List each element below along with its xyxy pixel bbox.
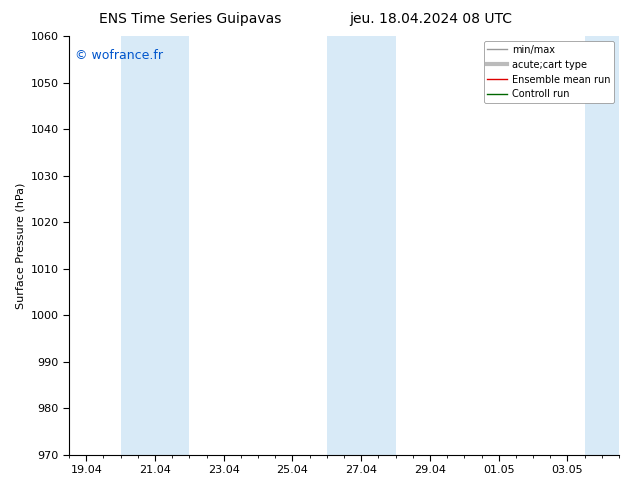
Bar: [327, 36, 396, 455]
Bar: [585, 36, 619, 455]
Legend: min/max, acute;cart type, Ensemble mean run, Controll run: min/max, acute;cart type, Ensemble mean …: [484, 41, 614, 103]
Bar: [120, 36, 190, 455]
Text: © wofrance.fr: © wofrance.fr: [75, 49, 162, 62]
Y-axis label: Surface Pressure (hPa): Surface Pressure (hPa): [15, 182, 25, 309]
Text: jeu. 18.04.2024 08 UTC: jeu. 18.04.2024 08 UTC: [349, 12, 513, 26]
Text: ENS Time Series Guipavas: ENS Time Series Guipavas: [99, 12, 281, 26]
